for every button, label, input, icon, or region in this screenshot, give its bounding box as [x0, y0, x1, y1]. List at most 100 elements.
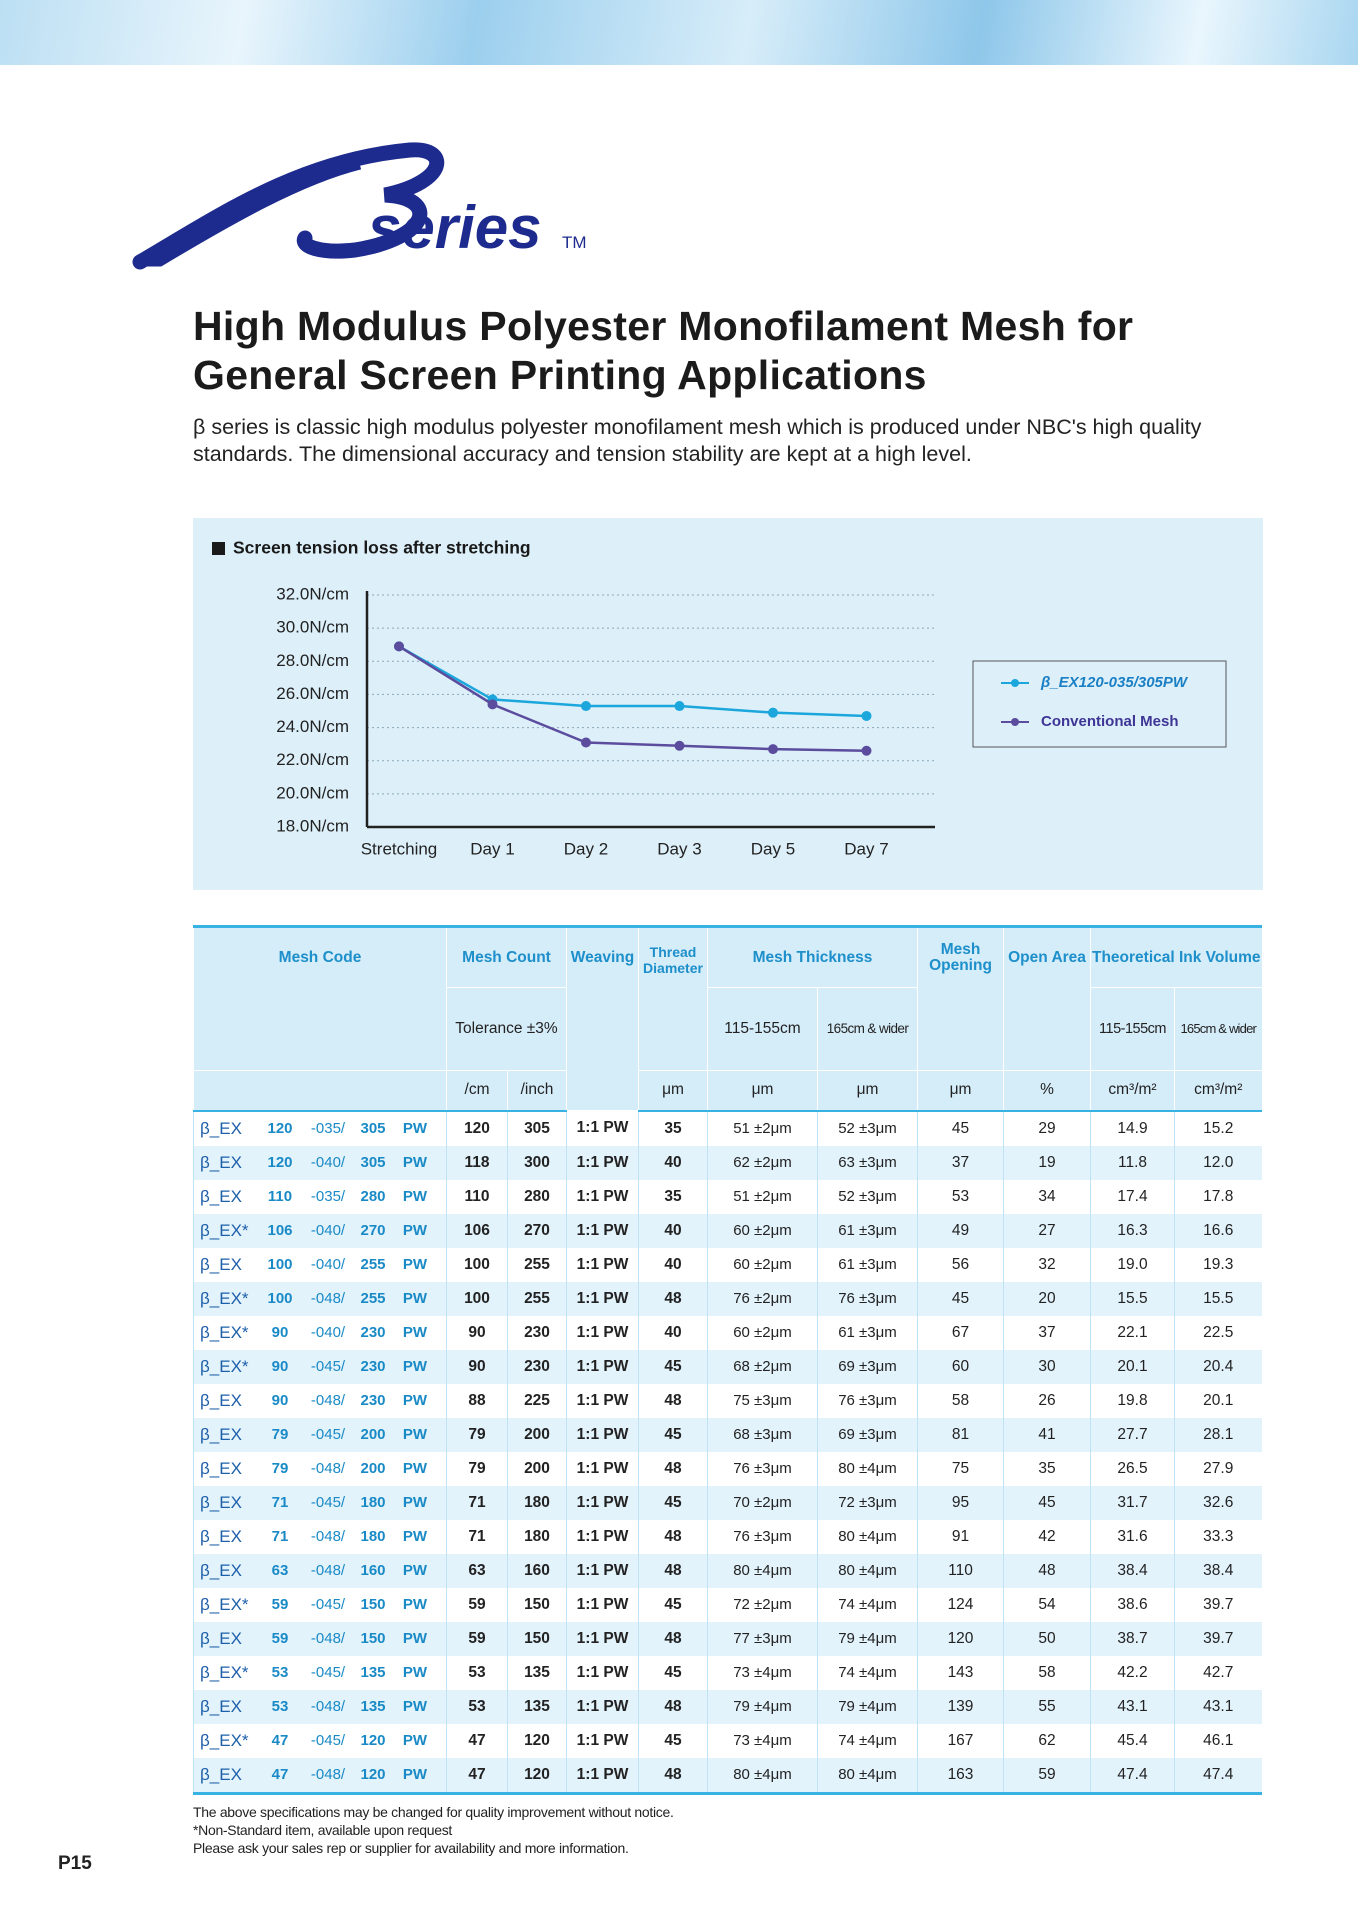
table-cell: 38.4: [1090, 1553, 1175, 1588]
mesh-code-part: PW: [402, 1392, 428, 1409]
mesh-code-cell: β_EX* 47 -045/120 PW: [193, 1723, 447, 1758]
table-cell: 46.1: [1173, 1723, 1262, 1758]
mesh-code-part: 230: [360, 1358, 386, 1375]
table-row: β_EX 53 -048/135 PW 53 135 1:1 PW 48 79 ±4μm 79 ±…: [193, 1689, 1262, 1724]
table-cell: 49: [917, 1213, 1004, 1248]
mesh-code-part: 255: [360, 1256, 386, 1273]
header-cell: μm: [707, 1070, 818, 1112]
mesh-code-cell: β_EX* 90 -040/230 PW: [193, 1315, 447, 1350]
mesh-code-part: β_EX: [200, 1186, 242, 1206]
table-cell: 110: [446, 1179, 508, 1214]
mesh-code-part: PW: [402, 1460, 428, 1477]
logo-swoosh: [140, 160, 362, 267]
table-cell: 40: [638, 1213, 708, 1248]
mesh-code-part: β_EX: [200, 1492, 242, 1512]
y-tick-label: 20.0N/cm: [276, 783, 349, 802]
data-point: [487, 699, 498, 710]
table-cell: 60 ±2μm: [707, 1213, 818, 1248]
table-cell: 48: [638, 1621, 708, 1656]
mesh-code-part: -048/: [310, 1290, 346, 1307]
table-cell: 40: [638, 1315, 708, 1350]
mesh-code-part: 180: [360, 1494, 386, 1511]
mesh-code-part: 79: [271, 1426, 289, 1443]
table-cell: 305: [507, 1110, 567, 1146]
table-cell: 43.1: [1173, 1689, 1262, 1724]
table-cell: 45: [917, 1281, 1004, 1316]
table-cell: 150: [507, 1587, 567, 1622]
table-row: β_EX 90 -048/230 PW 88 225 1:1 PW 48 75 ±3μm 76 ±…: [193, 1383, 1262, 1418]
table-cell: 76 ±3μm: [817, 1383, 918, 1418]
mesh-code-part: 135: [360, 1664, 386, 1681]
table-cell: 73 ±4μm: [707, 1655, 818, 1690]
header-cell: /inch: [507, 1070, 567, 1112]
table-cell: 54: [1003, 1587, 1091, 1622]
table-cell: 80 ±4μm: [707, 1757, 818, 1795]
table-cell: 1:1 PW: [566, 1451, 639, 1486]
mesh-code-part: PW: [402, 1494, 428, 1511]
table-cell: 53: [446, 1689, 508, 1724]
table-cell: 41: [1003, 1417, 1091, 1452]
table-cell: 72 ±3μm: [817, 1485, 918, 1520]
data-point: [861, 710, 872, 721]
mesh-code-part: -048/: [310, 1460, 346, 1477]
mesh-code-cell: β_EX 79 -045/200 PW: [193, 1417, 447, 1452]
description-line: standards. The dimensional accuracy and …: [193, 442, 972, 466]
mesh-code-part: PW: [402, 1222, 428, 1239]
mesh-code-part: -045/: [310, 1732, 346, 1749]
mesh-code-part: 150: [360, 1596, 386, 1613]
table-cell: 1:1 PW: [566, 1689, 639, 1724]
mesh-code-part: PW: [402, 1188, 428, 1205]
table-cell: 22.1: [1090, 1315, 1175, 1350]
table-cell: 1:1 PW: [566, 1145, 639, 1180]
mesh-code-part: β_EX*: [200, 1322, 249, 1342]
table-cell: 124: [917, 1587, 1004, 1622]
table-cell: 16.3: [1090, 1213, 1175, 1248]
header-cell: %: [1003, 1070, 1091, 1112]
footnote: Please ask your sales rep or supplier fo…: [193, 1840, 629, 1856]
mesh-code-cell: β_EX 59 -048/150 PW: [193, 1621, 447, 1656]
header-cell: Mesh Count: [446, 925, 567, 988]
mesh-code: β_EX 120 -040/305 PW: [194, 1146, 446, 1180]
mesh-code-part: 255: [360, 1290, 386, 1307]
table-cell: 37: [1003, 1315, 1091, 1350]
data-point: [674, 701, 685, 712]
mesh-code: β_EX 120 -035/305 PW: [194, 1112, 446, 1146]
mesh-code-part: β_EX*: [200, 1288, 249, 1308]
table-cell: 63: [446, 1553, 508, 1588]
mesh-code-part: 100: [267, 1256, 293, 1273]
mesh-code-part: 305: [360, 1154, 386, 1171]
heading-line: General Screen Printing Applications: [193, 352, 927, 398]
mesh-code-part: PW: [402, 1426, 428, 1443]
table-cell: 47: [446, 1757, 508, 1795]
table-cell: 60 ±2μm: [707, 1247, 818, 1282]
mesh-code-part: -048/: [310, 1630, 346, 1647]
mesh-code-part: PW: [402, 1358, 428, 1375]
table-cell: 143: [917, 1655, 1004, 1690]
table-cell: 69 ±3μm: [817, 1349, 918, 1384]
mesh-code-part: 150: [360, 1630, 386, 1647]
table-cell: 76 ±2μm: [707, 1281, 818, 1316]
footnote: The above specifications may be changed …: [193, 1804, 674, 1820]
table-row: β_EX 71 -045/180 PW 71 180 1:1 PW 45 70 ±2μm 72 ±…: [193, 1485, 1262, 1520]
table-cell: 14.9: [1090, 1110, 1175, 1146]
header-cell: μm: [638, 1070, 708, 1112]
mesh-code-part: 90: [271, 1392, 289, 1409]
mesh-code: β_EX 63 -048/160 PW: [194, 1554, 446, 1588]
mesh-code-part: β_EX: [200, 1458, 242, 1478]
mesh-code-part: 59: [271, 1596, 289, 1613]
table-cell: 1:1 PW: [566, 1723, 639, 1758]
data-point: [674, 740, 685, 751]
table-cell: 62 ±2μm: [707, 1145, 818, 1180]
x-tick-label: Day 7: [844, 839, 888, 858]
mesh-code-part: 71: [271, 1494, 289, 1511]
table-cell: 27.7: [1090, 1417, 1175, 1452]
table-cell: 60 ±2μm: [707, 1315, 818, 1350]
table-cell: 61 ±3μm: [817, 1213, 918, 1248]
mesh-code-part: 106: [267, 1222, 293, 1239]
legend-label: β_EX120-035/305PW: [1040, 674, 1189, 691]
table-cell: 33.3: [1173, 1519, 1262, 1554]
table-cell: 110: [917, 1553, 1004, 1588]
table-row: β_EX* 59 -045/150 PW 59 150 1:1 PW 45 72 ±2μm 74 …: [193, 1587, 1262, 1622]
mesh-code: β_EX* 59 -045/150 PW: [194, 1588, 446, 1622]
table-cell: 43.1: [1090, 1689, 1175, 1724]
